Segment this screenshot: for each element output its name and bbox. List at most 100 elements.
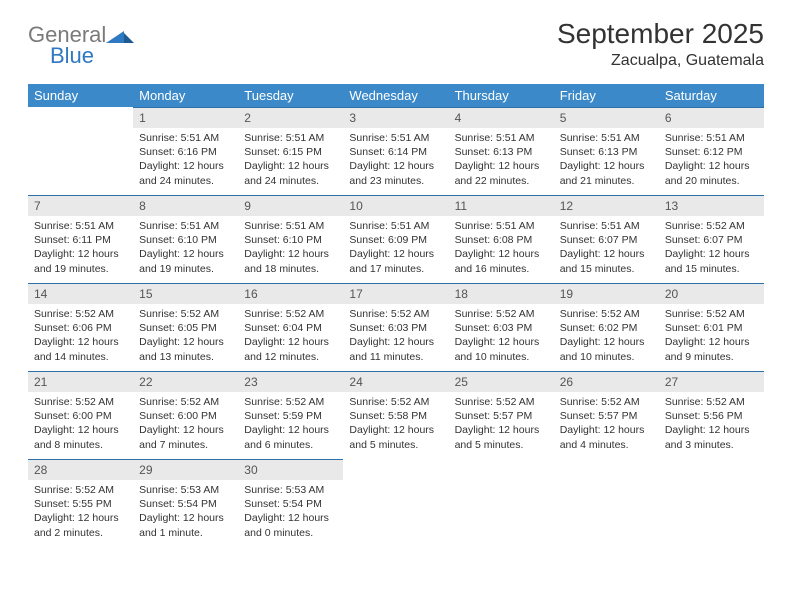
day-cell: 28Sunrise: 5:52 AMSunset: 5:55 PMDayligh… (28, 459, 133, 547)
day-number (659, 459, 764, 466)
sunset-text: Sunset: 6:13 PM (455, 145, 548, 159)
day-body: Sunrise: 5:52 AMSunset: 6:01 PMDaylight:… (659, 304, 764, 370)
day-body: Sunrise: 5:51 AMSunset: 6:08 PMDaylight:… (449, 216, 554, 282)
daylight-text: Daylight: 12 hours and 15 minutes. (560, 247, 653, 275)
sunset-text: Sunset: 6:05 PM (139, 321, 232, 335)
day-number: 17 (343, 283, 448, 304)
day-body: Sunrise: 5:51 AMSunset: 6:09 PMDaylight:… (343, 216, 448, 282)
daylight-text: Daylight: 12 hours and 10 minutes. (455, 335, 548, 363)
sunset-text: Sunset: 6:08 PM (455, 233, 548, 247)
sunrise-text: Sunrise: 5:51 AM (244, 219, 337, 233)
day-number (449, 459, 554, 466)
sunset-text: Sunset: 5:59 PM (244, 409, 337, 423)
sunset-text: Sunset: 5:55 PM (34, 497, 127, 511)
day-number: 28 (28, 459, 133, 480)
day-cell: 19Sunrise: 5:52 AMSunset: 6:02 PMDayligh… (554, 283, 659, 371)
sunrise-text: Sunrise: 5:51 AM (455, 219, 548, 233)
sunset-text: Sunset: 5:57 PM (455, 409, 548, 423)
day-number: 5 (554, 107, 659, 128)
daylight-text: Daylight: 12 hours and 0 minutes. (244, 511, 337, 539)
day-body: Sunrise: 5:53 AMSunset: 5:54 PMDaylight:… (133, 480, 238, 546)
day-body: Sunrise: 5:51 AMSunset: 6:10 PMDaylight:… (133, 216, 238, 282)
dow-thursday: Thursday (449, 84, 554, 107)
week-row: 1Sunrise: 5:51 AMSunset: 6:16 PMDaylight… (28, 107, 764, 195)
sunrise-text: Sunrise: 5:51 AM (349, 219, 442, 233)
sunset-text: Sunset: 6:15 PM (244, 145, 337, 159)
sunrise-text: Sunrise: 5:53 AM (139, 483, 232, 497)
day-number: 26 (554, 371, 659, 392)
day-cell: 11Sunrise: 5:51 AMSunset: 6:08 PMDayligh… (449, 195, 554, 283)
day-cell: 25Sunrise: 5:52 AMSunset: 5:57 PMDayligh… (449, 371, 554, 459)
daylight-text: Daylight: 12 hours and 5 minutes. (455, 423, 548, 451)
daylight-text: Daylight: 12 hours and 11 minutes. (349, 335, 442, 363)
day-cell (659, 459, 764, 547)
sunset-text: Sunset: 5:57 PM (560, 409, 653, 423)
day-number: 10 (343, 195, 448, 216)
day-number: 2 (238, 107, 343, 128)
sunrise-text: Sunrise: 5:51 AM (455, 131, 548, 145)
sunrise-text: Sunrise: 5:51 AM (349, 131, 442, 145)
sunrise-text: Sunrise: 5:52 AM (244, 307, 337, 321)
dow-sunday: Sunday (28, 84, 133, 107)
sunrise-text: Sunrise: 5:52 AM (665, 395, 758, 409)
sunset-text: Sunset: 6:00 PM (139, 409, 232, 423)
daylight-text: Daylight: 12 hours and 6 minutes. (244, 423, 337, 451)
daylight-text: Daylight: 12 hours and 1 minute. (139, 511, 232, 539)
daylight-text: Daylight: 12 hours and 24 minutes. (244, 159, 337, 187)
daylight-text: Daylight: 12 hours and 13 minutes. (139, 335, 232, 363)
daylight-text: Daylight: 12 hours and 15 minutes. (665, 247, 758, 275)
day-cell: 29Sunrise: 5:53 AMSunset: 5:54 PMDayligh… (133, 459, 238, 547)
sunset-text: Sunset: 6:12 PM (665, 145, 758, 159)
sunset-text: Sunset: 5:54 PM (139, 497, 232, 511)
day-cell: 3Sunrise: 5:51 AMSunset: 6:14 PMDaylight… (343, 107, 448, 195)
sunset-text: Sunset: 6:09 PM (349, 233, 442, 247)
day-cell: 5Sunrise: 5:51 AMSunset: 6:13 PMDaylight… (554, 107, 659, 195)
day-cell: 14Sunrise: 5:52 AMSunset: 6:06 PMDayligh… (28, 283, 133, 371)
day-number: 3 (343, 107, 448, 128)
day-cell: 8Sunrise: 5:51 AMSunset: 6:10 PMDaylight… (133, 195, 238, 283)
sunset-text: Sunset: 6:13 PM (560, 145, 653, 159)
day-body: Sunrise: 5:51 AMSunset: 6:15 PMDaylight:… (238, 128, 343, 194)
brand-logo: General Blue (28, 18, 134, 67)
daylight-text: Daylight: 12 hours and 23 minutes. (349, 159, 442, 187)
daylight-text: Daylight: 12 hours and 12 minutes. (244, 335, 337, 363)
sunrise-text: Sunrise: 5:52 AM (349, 395, 442, 409)
day-body (449, 466, 554, 475)
sunrise-text: Sunrise: 5:52 AM (244, 395, 337, 409)
sunset-text: Sunset: 6:03 PM (349, 321, 442, 335)
sunset-text: Sunset: 6:01 PM (665, 321, 758, 335)
dow-row: Sunday Monday Tuesday Wednesday Thursday… (28, 84, 764, 107)
day-cell: 12Sunrise: 5:51 AMSunset: 6:07 PMDayligh… (554, 195, 659, 283)
day-body: Sunrise: 5:52 AMSunset: 6:04 PMDaylight:… (238, 304, 343, 370)
day-body: Sunrise: 5:52 AMSunset: 6:02 PMDaylight:… (554, 304, 659, 370)
day-cell: 16Sunrise: 5:52 AMSunset: 6:04 PMDayligh… (238, 283, 343, 371)
daylight-text: Daylight: 12 hours and 7 minutes. (139, 423, 232, 451)
day-number: 27 (659, 371, 764, 392)
day-body: Sunrise: 5:52 AMSunset: 5:59 PMDaylight:… (238, 392, 343, 458)
day-body: Sunrise: 5:52 AMSunset: 6:07 PMDaylight:… (659, 216, 764, 282)
day-number: 22 (133, 371, 238, 392)
day-body: Sunrise: 5:53 AMSunset: 5:54 PMDaylight:… (238, 480, 343, 546)
sunset-text: Sunset: 6:07 PM (560, 233, 653, 247)
daylight-text: Daylight: 12 hours and 24 minutes. (139, 159, 232, 187)
day-cell: 4Sunrise: 5:51 AMSunset: 6:13 PMDaylight… (449, 107, 554, 195)
sunrise-text: Sunrise: 5:51 AM (139, 131, 232, 145)
day-cell: 17Sunrise: 5:52 AMSunset: 6:03 PMDayligh… (343, 283, 448, 371)
daylight-text: Daylight: 12 hours and 9 minutes. (665, 335, 758, 363)
sunrise-text: Sunrise: 5:52 AM (34, 307, 127, 321)
sunset-text: Sunset: 6:02 PM (560, 321, 653, 335)
day-number: 21 (28, 371, 133, 392)
sunset-text: Sunset: 6:00 PM (34, 409, 127, 423)
day-number: 25 (449, 371, 554, 392)
sunset-text: Sunset: 6:04 PM (244, 321, 337, 335)
day-body (554, 466, 659, 475)
day-number: 24 (343, 371, 448, 392)
day-body: Sunrise: 5:51 AMSunset: 6:07 PMDaylight:… (554, 216, 659, 282)
day-cell: 23Sunrise: 5:52 AMSunset: 5:59 PMDayligh… (238, 371, 343, 459)
day-body: Sunrise: 5:51 AMSunset: 6:12 PMDaylight:… (659, 128, 764, 194)
sunrise-text: Sunrise: 5:52 AM (34, 483, 127, 497)
brand-text: General Blue (28, 24, 134, 67)
day-cell: 30Sunrise: 5:53 AMSunset: 5:54 PMDayligh… (238, 459, 343, 547)
day-cell: 9Sunrise: 5:51 AMSunset: 6:10 PMDaylight… (238, 195, 343, 283)
weeks-container: 1Sunrise: 5:51 AMSunset: 6:16 PMDaylight… (28, 107, 764, 547)
